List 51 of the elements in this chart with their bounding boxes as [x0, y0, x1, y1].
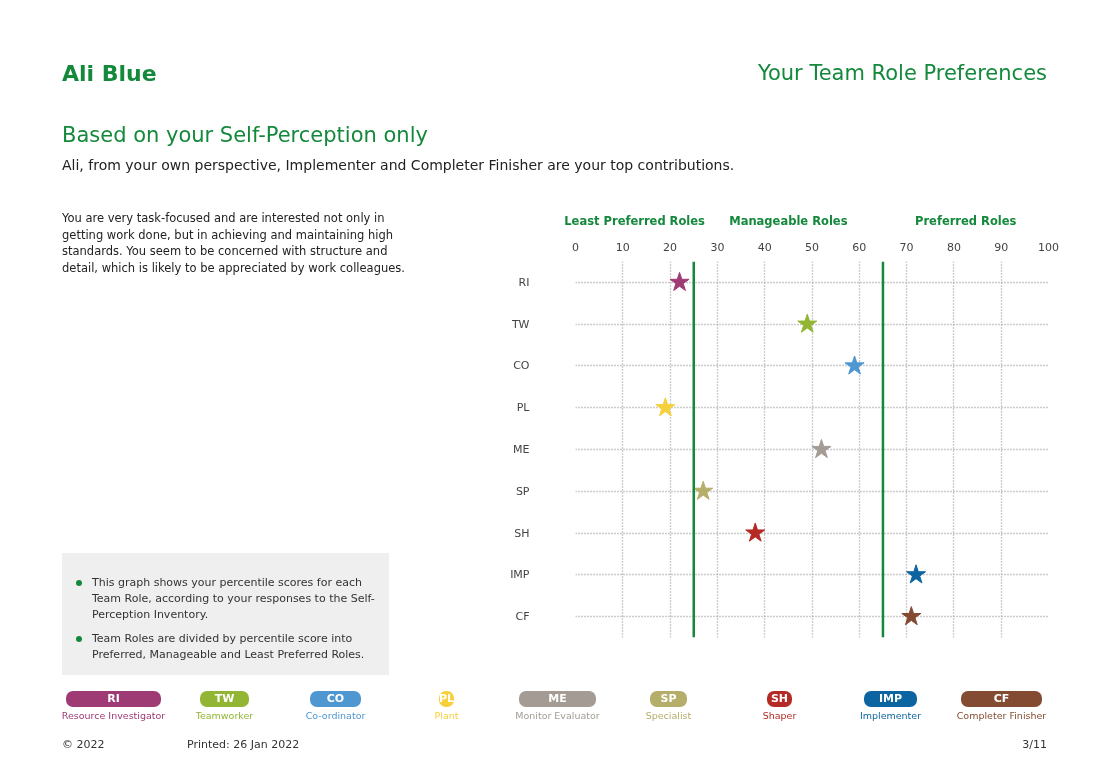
y-tick-label: PL [516, 401, 531, 415]
x-tick-label: 10 [615, 240, 630, 254]
x-tick-label: 60 [852, 240, 867, 254]
text: Printed: 26 Jan 2022 [187, 737, 300, 753]
x-tick-label: 90 [994, 240, 1009, 254]
text: Implementer [859, 709, 922, 723]
category-label: IMP [878, 692, 903, 705]
text: © 2022 [62, 737, 105, 753]
text: You are very task-focused and are interested not only in getting work done, but in achieving and maintaining high standards. You seem to be concerned with structure and detail, which is likely to be appreciated by work colleagues. [62, 210, 406, 277]
x-tick-label: 0 [572, 240, 579, 254]
y-tick-label: CO [513, 359, 530, 373]
y-tick-label: TW [510, 317, 530, 331]
legend-label: Specialist [645, 709, 692, 723]
text: Based on your Self-Perception only [62, 122, 428, 149]
category-label: SH [770, 692, 789, 705]
x-tick-label: 70 [899, 240, 914, 254]
category-label: CO [326, 692, 345, 705]
x-tick-label: 30 [710, 240, 725, 254]
text: Team Roles are divided by percentile score into Preferred, Manageable and Least Preferred Roles. [91, 630, 366, 663]
y-tick-label: RI [518, 275, 530, 289]
x-tick-label: 100 [1038, 240, 1059, 254]
text: Manageable Roles [729, 213, 848, 228]
y-tick-label: IMP [510, 568, 530, 582]
y-tick-label: ME [513, 443, 530, 456]
text: This graph shows your percentile scores for each Team Role, according to your responses to the Self-Perception Inventory. [91, 575, 376, 623]
legend-label: Plant [434, 709, 459, 723]
category-label: ME [548, 692, 567, 705]
text: Completer Finisher [956, 709, 1047, 723]
text: Ali, from your own perspective, Implementer and Completer Finisher are your top contributions. [62, 156, 735, 175]
y-tick-label: CF [515, 610, 530, 624]
legend-label: Shaper [762, 709, 797, 723]
x-tick-label: 50 [805, 240, 819, 254]
category-label: CF [993, 692, 1010, 705]
y-tick-label: SH [514, 526, 530, 540]
category-label: RI [107, 692, 120, 705]
category-label: PL [438, 692, 455, 705]
text: Ali Blue [62, 60, 157, 88]
x-tick-label: 20 [663, 240, 678, 254]
text: Monitor Evaluator [515, 709, 600, 723]
x-tick-label: 40 [757, 240, 772, 254]
category-label: TW [214, 692, 235, 705]
text: Co-ordinator [305, 709, 366, 723]
text: Preferred Roles [915, 213, 1017, 228]
chart-title: Your Team Role Preferences [757, 60, 1047, 87]
text: 3/11 [1022, 737, 1047, 753]
category-label: SP [660, 692, 677, 705]
text: Least Preferred Roles [564, 213, 706, 228]
text: Resource Investigator [61, 709, 166, 723]
x-tick-label: 80 [946, 240, 961, 254]
y-tick-label: SP [515, 484, 530, 498]
text: Teamworker [195, 709, 254, 723]
